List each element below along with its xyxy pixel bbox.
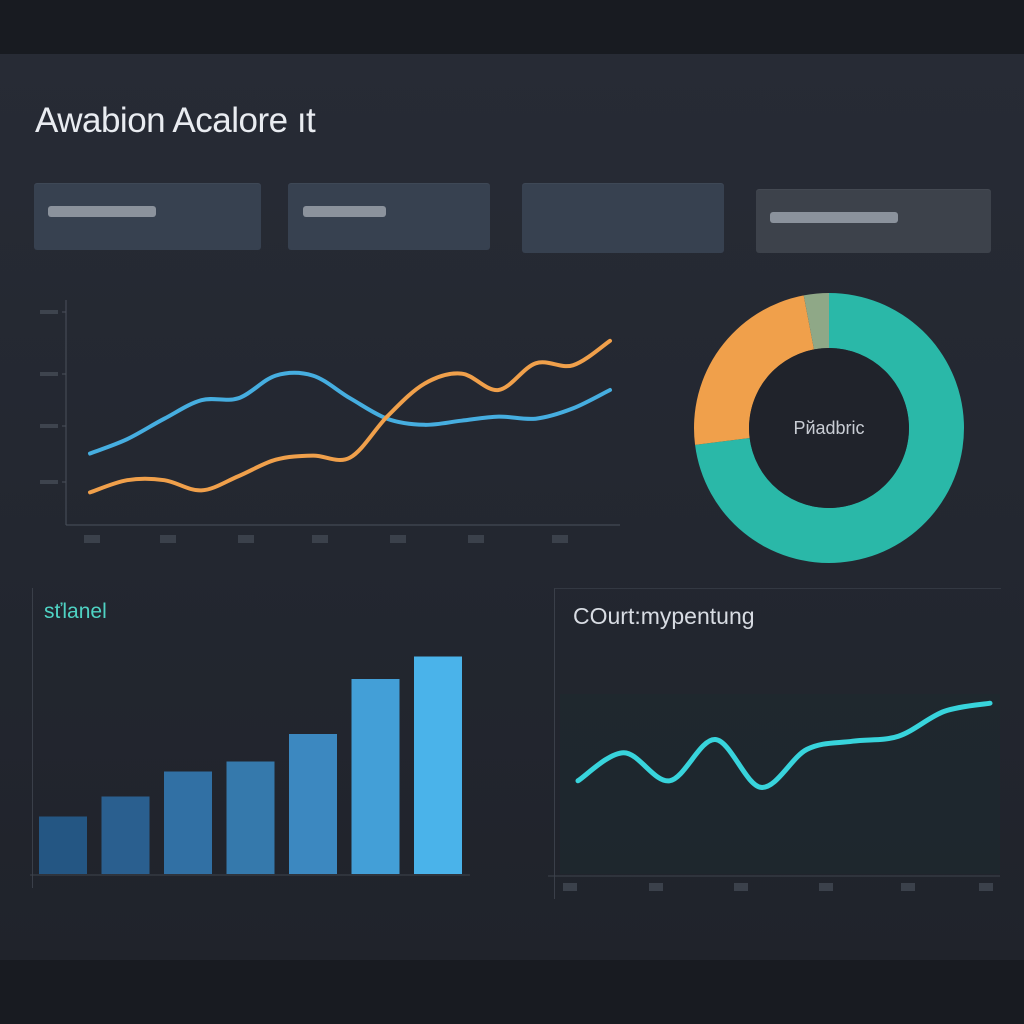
x-tick-label	[819, 883, 833, 891]
bar-2	[101, 796, 150, 874]
y-tick-label	[40, 480, 58, 484]
kpi-value-bar	[48, 206, 156, 217]
y-tick-label	[40, 372, 58, 376]
donut-chart: Pйadbric	[694, 293, 964, 563]
kpi-card[interactable]	[522, 183, 724, 253]
bar-chart-panel	[32, 588, 503, 888]
bar-1	[39, 816, 87, 874]
kpi-card[interactable]	[756, 189, 991, 253]
x-tick-label	[84, 535, 100, 543]
x-tick-label	[552, 535, 568, 543]
kpi-value-bar	[303, 206, 386, 217]
wave-chart-panel	[554, 588, 1001, 899]
bar-3	[164, 771, 212, 874]
wave-panel-title: COurt:mypentung	[573, 603, 755, 629]
x-tick-label	[734, 883, 748, 891]
x-tick-label	[563, 883, 577, 891]
y-tick-label	[40, 310, 58, 314]
bar-5	[289, 734, 337, 874]
kpi-card[interactable]	[34, 183, 261, 250]
bar-7	[414, 656, 462, 874]
window-bottom-bar	[0, 960, 1024, 1024]
donut-slice-3	[803, 293, 829, 350]
window-top-bar	[0, 0, 1024, 54]
x-tick-label	[160, 535, 176, 543]
line-chart	[40, 300, 620, 543]
bar-4	[226, 761, 275, 874]
series-line	[575, 700, 993, 790]
x-tick-label	[901, 883, 915, 891]
series-line-2	[88, 338, 612, 495]
bar-chart	[30, 656, 470, 876]
kpi-value-bar	[770, 212, 898, 223]
bar-panel-title: sťlanel	[44, 600, 107, 623]
x-tick-label	[238, 535, 254, 543]
bar-6	[351, 679, 400, 874]
donut-slice-2	[694, 295, 815, 445]
x-tick-label	[390, 535, 406, 543]
page-title: Awabion Acalore ıt	[35, 101, 316, 140]
y-tick-label	[40, 424, 58, 428]
x-tick-label	[979, 883, 993, 891]
kpi-card[interactable]	[288, 183, 490, 250]
x-tick-label	[312, 535, 328, 543]
wave-chart	[548, 694, 1000, 891]
donut-slice-1	[695, 293, 964, 563]
donut-hole	[749, 348, 909, 508]
donut-center-label: Pйadbric	[793, 418, 864, 438]
series-line-1	[88, 370, 612, 456]
x-tick-label	[468, 535, 484, 543]
plot-area	[560, 694, 1000, 874]
x-tick-label	[649, 883, 663, 891]
